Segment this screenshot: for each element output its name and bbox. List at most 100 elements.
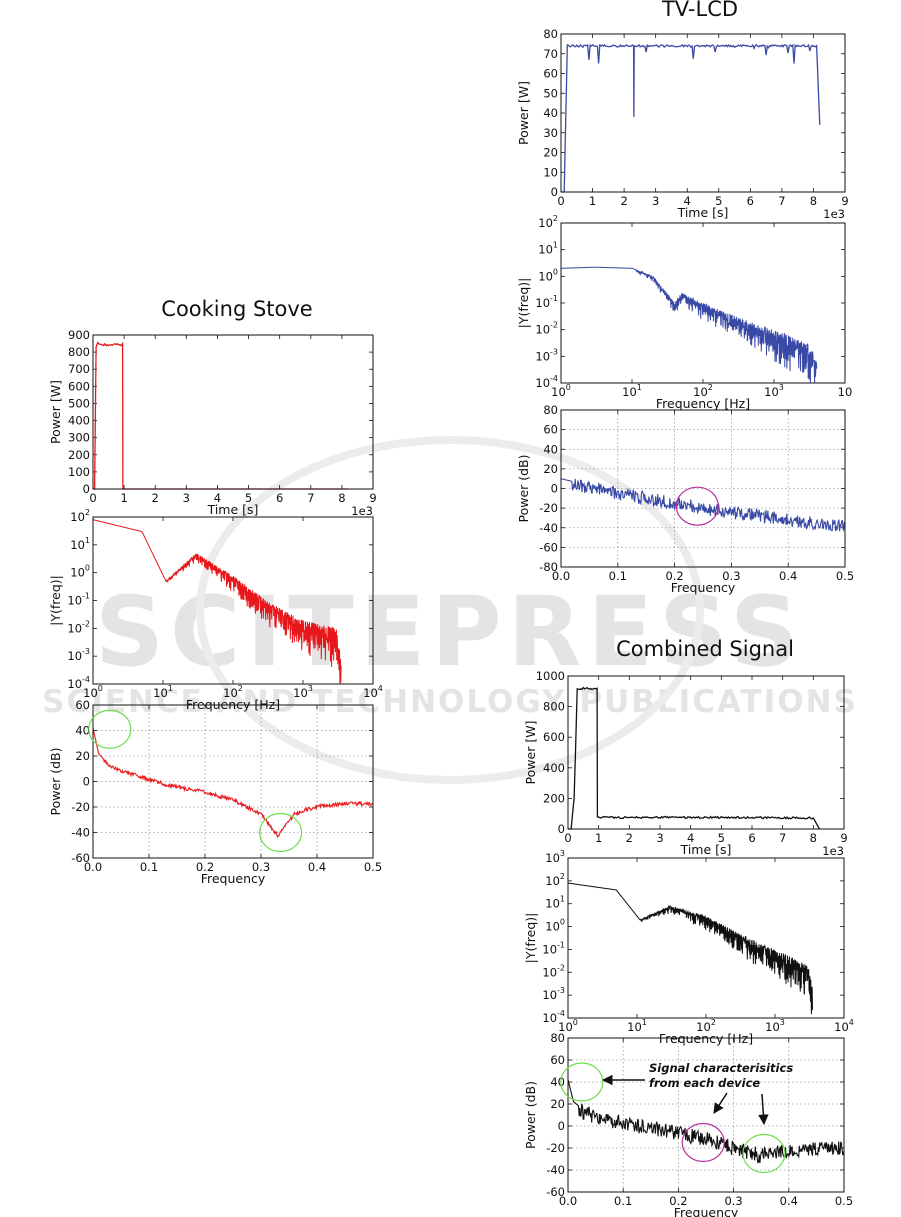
y-tick-label: 600: [543, 730, 565, 744]
y-axis-label: Power (dB): [516, 454, 531, 522]
x-axis-label: Frequency: [201, 871, 266, 886]
x-tick-label: 0.3: [252, 860, 270, 874]
y-tick-label: 60: [75, 698, 90, 712]
series-line: [561, 266, 818, 384]
plot-frame: [567, 1037, 845, 1193]
plot-frame: [92, 334, 374, 490]
annotation: Signal characterisitics from each device: [601, 1061, 793, 1126]
x-tick-label: 1: [595, 831, 602, 845]
y-tick-label: 102: [545, 872, 565, 888]
chart-stove-psd: 0.0 0.1 0.2 0.3 0.4 0.5 -60 -40 -20 0 20 40 60 Freque…: [48, 698, 382, 886]
series-line: [567, 1079, 845, 1164]
y-tick-label: 101: [70, 536, 90, 552]
y-tick-label: 10-1: [535, 294, 558, 310]
y-axis-label: |Y(freq)|: [516, 278, 531, 329]
y-tick-label: 20: [543, 462, 558, 476]
y-axis-label: Power (dB): [523, 1081, 538, 1149]
x-tick-label: 1: [589, 194, 596, 208]
x-tick-label: 0: [564, 831, 571, 845]
y-tick-label: 102: [70, 508, 90, 524]
y-tick-label: -40: [546, 1163, 565, 1177]
axis-offset-label: 1e3: [822, 844, 844, 858]
x-tick-label: 3: [183, 491, 190, 505]
y-tick-label: 0: [558, 822, 565, 836]
x-tick-label: 2: [626, 831, 633, 845]
x-tick-label: 3: [656, 831, 663, 845]
y-tick-label: 10: [543, 165, 558, 179]
y-tick-label: 60: [550, 1053, 565, 1067]
x-tick-label: 0.5: [835, 1194, 853, 1208]
y-tick-label: 0: [551, 482, 558, 496]
x-tick-label: 0.2: [665, 569, 683, 583]
x-tick-label: 7: [779, 831, 786, 845]
x-axis-label: Frequency: [674, 1205, 739, 1217]
y-tick-label: 20: [543, 146, 558, 160]
y-tick-label: 0: [83, 775, 90, 789]
highlight-circle-green: [88, 709, 132, 749]
y-tick-label: 20: [550, 1097, 565, 1111]
y-tick-label: 0: [83, 482, 90, 496]
x-tick-label: 5: [715, 194, 722, 208]
y-axis-label: Power [W]: [48, 380, 63, 444]
x-tick-label: 5: [718, 831, 725, 845]
chart-tv-fft: 100 101 102 103 1010-410-310-210-1100101102F…: [516, 214, 852, 411]
y-tick-label: 0: [558, 1119, 565, 1133]
x-tick-label: 0: [557, 194, 564, 208]
series-line: [568, 882, 813, 1015]
x-tick-label: 0.0: [559, 1194, 577, 1208]
y-tick-label: 400: [543, 761, 565, 775]
series-line: [568, 686, 821, 830]
x-axis-label: Frequency: [671, 580, 736, 595]
x-tick-label: 103: [765, 1018, 785, 1034]
y-tick-label: 500: [68, 396, 90, 410]
highlight-circle-magenta: [675, 486, 719, 526]
watermark: SCITEPRESS SCIENCE AND TECHNOLOGY PUBLIC…: [42, 436, 856, 784]
y-tick-label: 100: [68, 465, 90, 479]
highlight-circle-green: [742, 1133, 786, 1174]
y-tick-label: 40: [550, 1075, 565, 1089]
y-tick-label: 100: [545, 918, 565, 934]
x-tick-label: 104: [834, 1018, 854, 1034]
x-tick-label: 7: [307, 491, 314, 505]
y-tick-label: -60: [71, 851, 90, 865]
annotation-line1: Signal characterisitics: [649, 1061, 793, 1075]
y-tick-label: 700: [68, 362, 90, 376]
y-tick-label: 80: [543, 403, 558, 417]
y-tick-label: 70: [543, 47, 558, 61]
x-tick-label: 0.2: [196, 860, 214, 874]
y-tick-label: 10-1: [542, 940, 565, 956]
series-line: [92, 727, 374, 839]
y-tick-label: 80: [543, 27, 558, 41]
y-tick-label: -40: [539, 521, 558, 535]
arrow-middle: [713, 1092, 728, 1114]
y-tick-label: 101: [545, 895, 565, 911]
y-tick-label: 20: [75, 749, 90, 763]
x-tick-label: 101: [622, 383, 642, 399]
x-tick-label: 0.0: [84, 860, 102, 874]
y-tick-label: 30: [543, 126, 558, 140]
y-tick-label: 0: [551, 185, 558, 199]
x-tick-label: 0.3: [722, 569, 740, 583]
y-tick-label: 10-3: [542, 986, 565, 1002]
arrow-right: [758, 1093, 769, 1126]
y-tick-label: 200: [68, 448, 90, 462]
x-tick-label: 0.5: [836, 569, 854, 583]
x-tick-label: 0.1: [140, 860, 158, 874]
y-tick-label: 40: [543, 106, 558, 120]
x-tick-label: 0.1: [614, 1194, 632, 1208]
title-tv-lcd: TV-LCD: [661, 0, 738, 21]
y-tick-label: 800: [68, 345, 90, 359]
annotation-line2: from each device: [649, 1076, 760, 1090]
plot-frame: [92, 516, 374, 685]
title-combined-signal: Combined Signal: [616, 637, 794, 661]
x-axis-label: Time [s]: [207, 502, 259, 517]
y-tick-label: 900: [68, 328, 90, 342]
chart-comb-fft: 100 101 102 103 10410-410-310-210-1100101102…: [523, 849, 854, 1046]
x-tick-label: 0.1: [609, 569, 627, 583]
x-tick-label: 9: [369, 491, 376, 505]
x-axis-label: Time [s]: [677, 205, 729, 220]
x-tick-label: 2: [620, 194, 627, 208]
x-tick-label: 101: [627, 1018, 647, 1034]
x-axis-label: Time [s]: [680, 842, 732, 857]
